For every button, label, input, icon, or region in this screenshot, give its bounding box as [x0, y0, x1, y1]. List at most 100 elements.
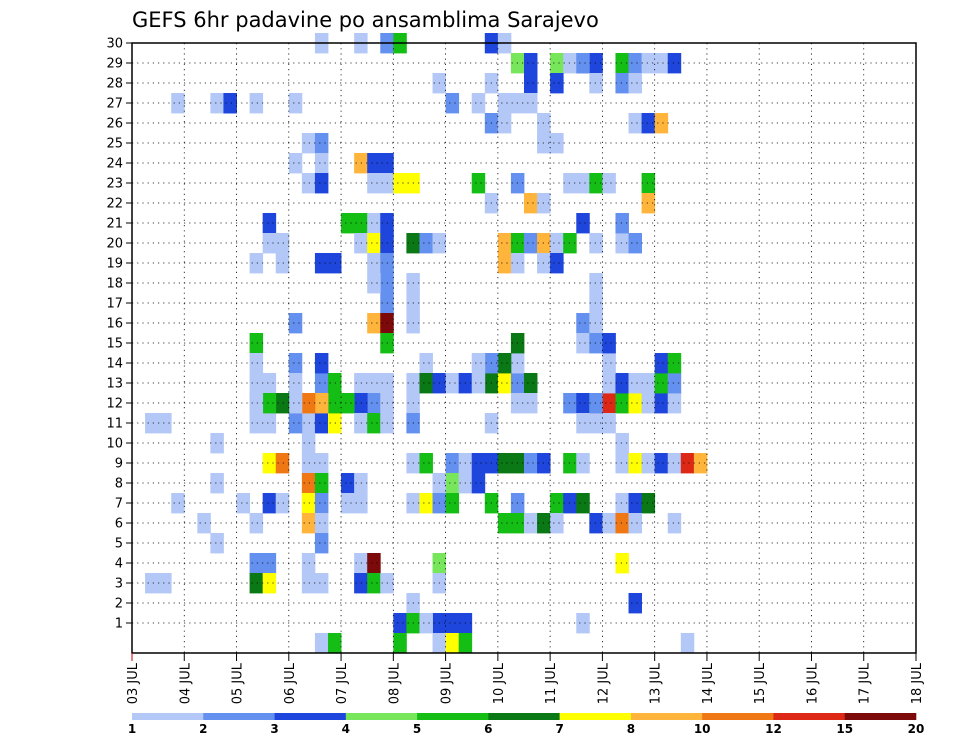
heatmap-cell [628, 233, 642, 254]
heatmap-cell [589, 293, 603, 314]
y-tick-label: 2 [115, 597, 123, 612]
legend-swatch [630, 713, 703, 720]
y-tick-label: 13 [106, 377, 123, 392]
x-tick-label: 12 JUL [596, 662, 611, 704]
y-tick-label: 7 [115, 497, 123, 512]
heatmap-cell [641, 113, 656, 134]
heatmap-cell [367, 233, 381, 254]
heatmap-cell [550, 53, 564, 74]
heatmap-cell [576, 173, 590, 194]
legend-swatch [702, 713, 774, 720]
heatmap-cell [314, 533, 329, 554]
heatmap-cells [145, 33, 708, 654]
legend-label: 15 [836, 722, 853, 736]
heatmap-cell [576, 493, 590, 514]
heatmap-cell [654, 353, 669, 374]
legend-swatch [203, 713, 275, 720]
legend-label: 7 [555, 722, 563, 736]
y-tick-label: 15 [106, 337, 123, 352]
heatmap-cell [471, 473, 486, 494]
heatmap-cell [641, 193, 656, 214]
heatmap-cell [497, 253, 512, 274]
heatmap-cell [445, 493, 460, 514]
heatmap-cell [576, 213, 590, 234]
heatmap-cell [301, 453, 316, 474]
heatmap-cell [497, 353, 512, 374]
x-tick-label: 04 JUL [178, 662, 193, 704]
legend-swatch [417, 713, 489, 720]
heatmap-cell [367, 153, 381, 174]
heatmap-cell [641, 453, 656, 474]
y-tick-label: 6 [115, 517, 123, 532]
heatmap-cell [262, 233, 277, 254]
heatmap-cell [275, 453, 290, 474]
heatmap-cell [550, 513, 564, 534]
heatmap-cell [471, 173, 486, 194]
heatmap-cell [628, 393, 642, 414]
heatmap-cell [393, 173, 407, 194]
heatmap-cell [589, 173, 603, 194]
heatmap-cell [171, 93, 185, 114]
heatmap-cell [589, 413, 603, 434]
heatmap-cell [249, 373, 264, 394]
x-tick-label: 11 JUL [544, 662, 559, 704]
x-tick-label: 16 JUL [805, 662, 820, 704]
legend-swatch [844, 713, 917, 720]
heatmap-cell [550, 253, 564, 274]
heatmap-cell [288, 313, 303, 334]
heatmap-cell [262, 213, 277, 234]
heatmap-cell [145, 413, 159, 434]
heatmap-cell [667, 353, 682, 374]
heatmap-cell [471, 453, 486, 474]
heatmap-cell [654, 393, 669, 414]
y-tick-label: 29 [106, 57, 123, 72]
x-tick-label: 07 JUL [335, 662, 350, 704]
heatmap-cell [524, 53, 538, 74]
y-tick-label: 16 [106, 317, 123, 332]
heatmap-cell [197, 513, 211, 534]
heatmap-cell [275, 393, 290, 414]
heatmap-cell [301, 553, 316, 574]
heatmap-cell [236, 493, 250, 514]
heatmap-cell [314, 153, 329, 174]
heatmap-cell [288, 393, 303, 414]
heatmap-cell [301, 573, 316, 594]
heatmap-cell [249, 393, 264, 414]
heatmap-cell [301, 393, 316, 414]
heatmap-cell [445, 633, 460, 654]
heatmap-cell [550, 493, 564, 514]
heatmap-cell [628, 113, 642, 134]
heatmap-cell [367, 373, 381, 394]
heatmap-cell [301, 173, 316, 194]
heatmap-cell [602, 333, 616, 354]
heatmap-cell [615, 233, 629, 254]
y-tick-label: 1 [115, 617, 123, 632]
y-tick-label: 8 [115, 477, 123, 492]
heatmap-cell [341, 473, 355, 494]
legend-swatch [559, 713, 632, 720]
heatmap-cell [602, 513, 616, 534]
heatmap-cell [628, 593, 642, 614]
heatmap-cell [288, 353, 303, 374]
heatmap-cell [393, 613, 407, 634]
heatmap-cell [419, 493, 433, 514]
x-axis: 03 JUL 04 JUL 05 JUL 06 JUL 07 JUL 08 JUL 09 J… [126, 653, 925, 704]
heatmap-cell [615, 53, 629, 74]
legend-label: 6 [484, 722, 492, 736]
heatmap-cell [576, 453, 590, 474]
heatmap-cell [497, 513, 512, 534]
heatmap-cell [341, 213, 355, 234]
heatmap-cell [667, 373, 682, 394]
grid-lines [132, 42, 916, 653]
heatmap-cell [445, 613, 460, 634]
heatmap-cell [576, 313, 590, 334]
y-tick-label: 4 [115, 557, 123, 572]
y-tick-label: 24 [106, 157, 123, 172]
heatmap-cell [615, 393, 629, 414]
heatmap-cell [628, 373, 642, 394]
heatmap-cell [550, 133, 564, 154]
heatmap-cell [471, 373, 486, 394]
heatmap-cell [524, 453, 538, 474]
heatmap-cell [445, 453, 460, 474]
heatmap-cell [288, 413, 303, 434]
